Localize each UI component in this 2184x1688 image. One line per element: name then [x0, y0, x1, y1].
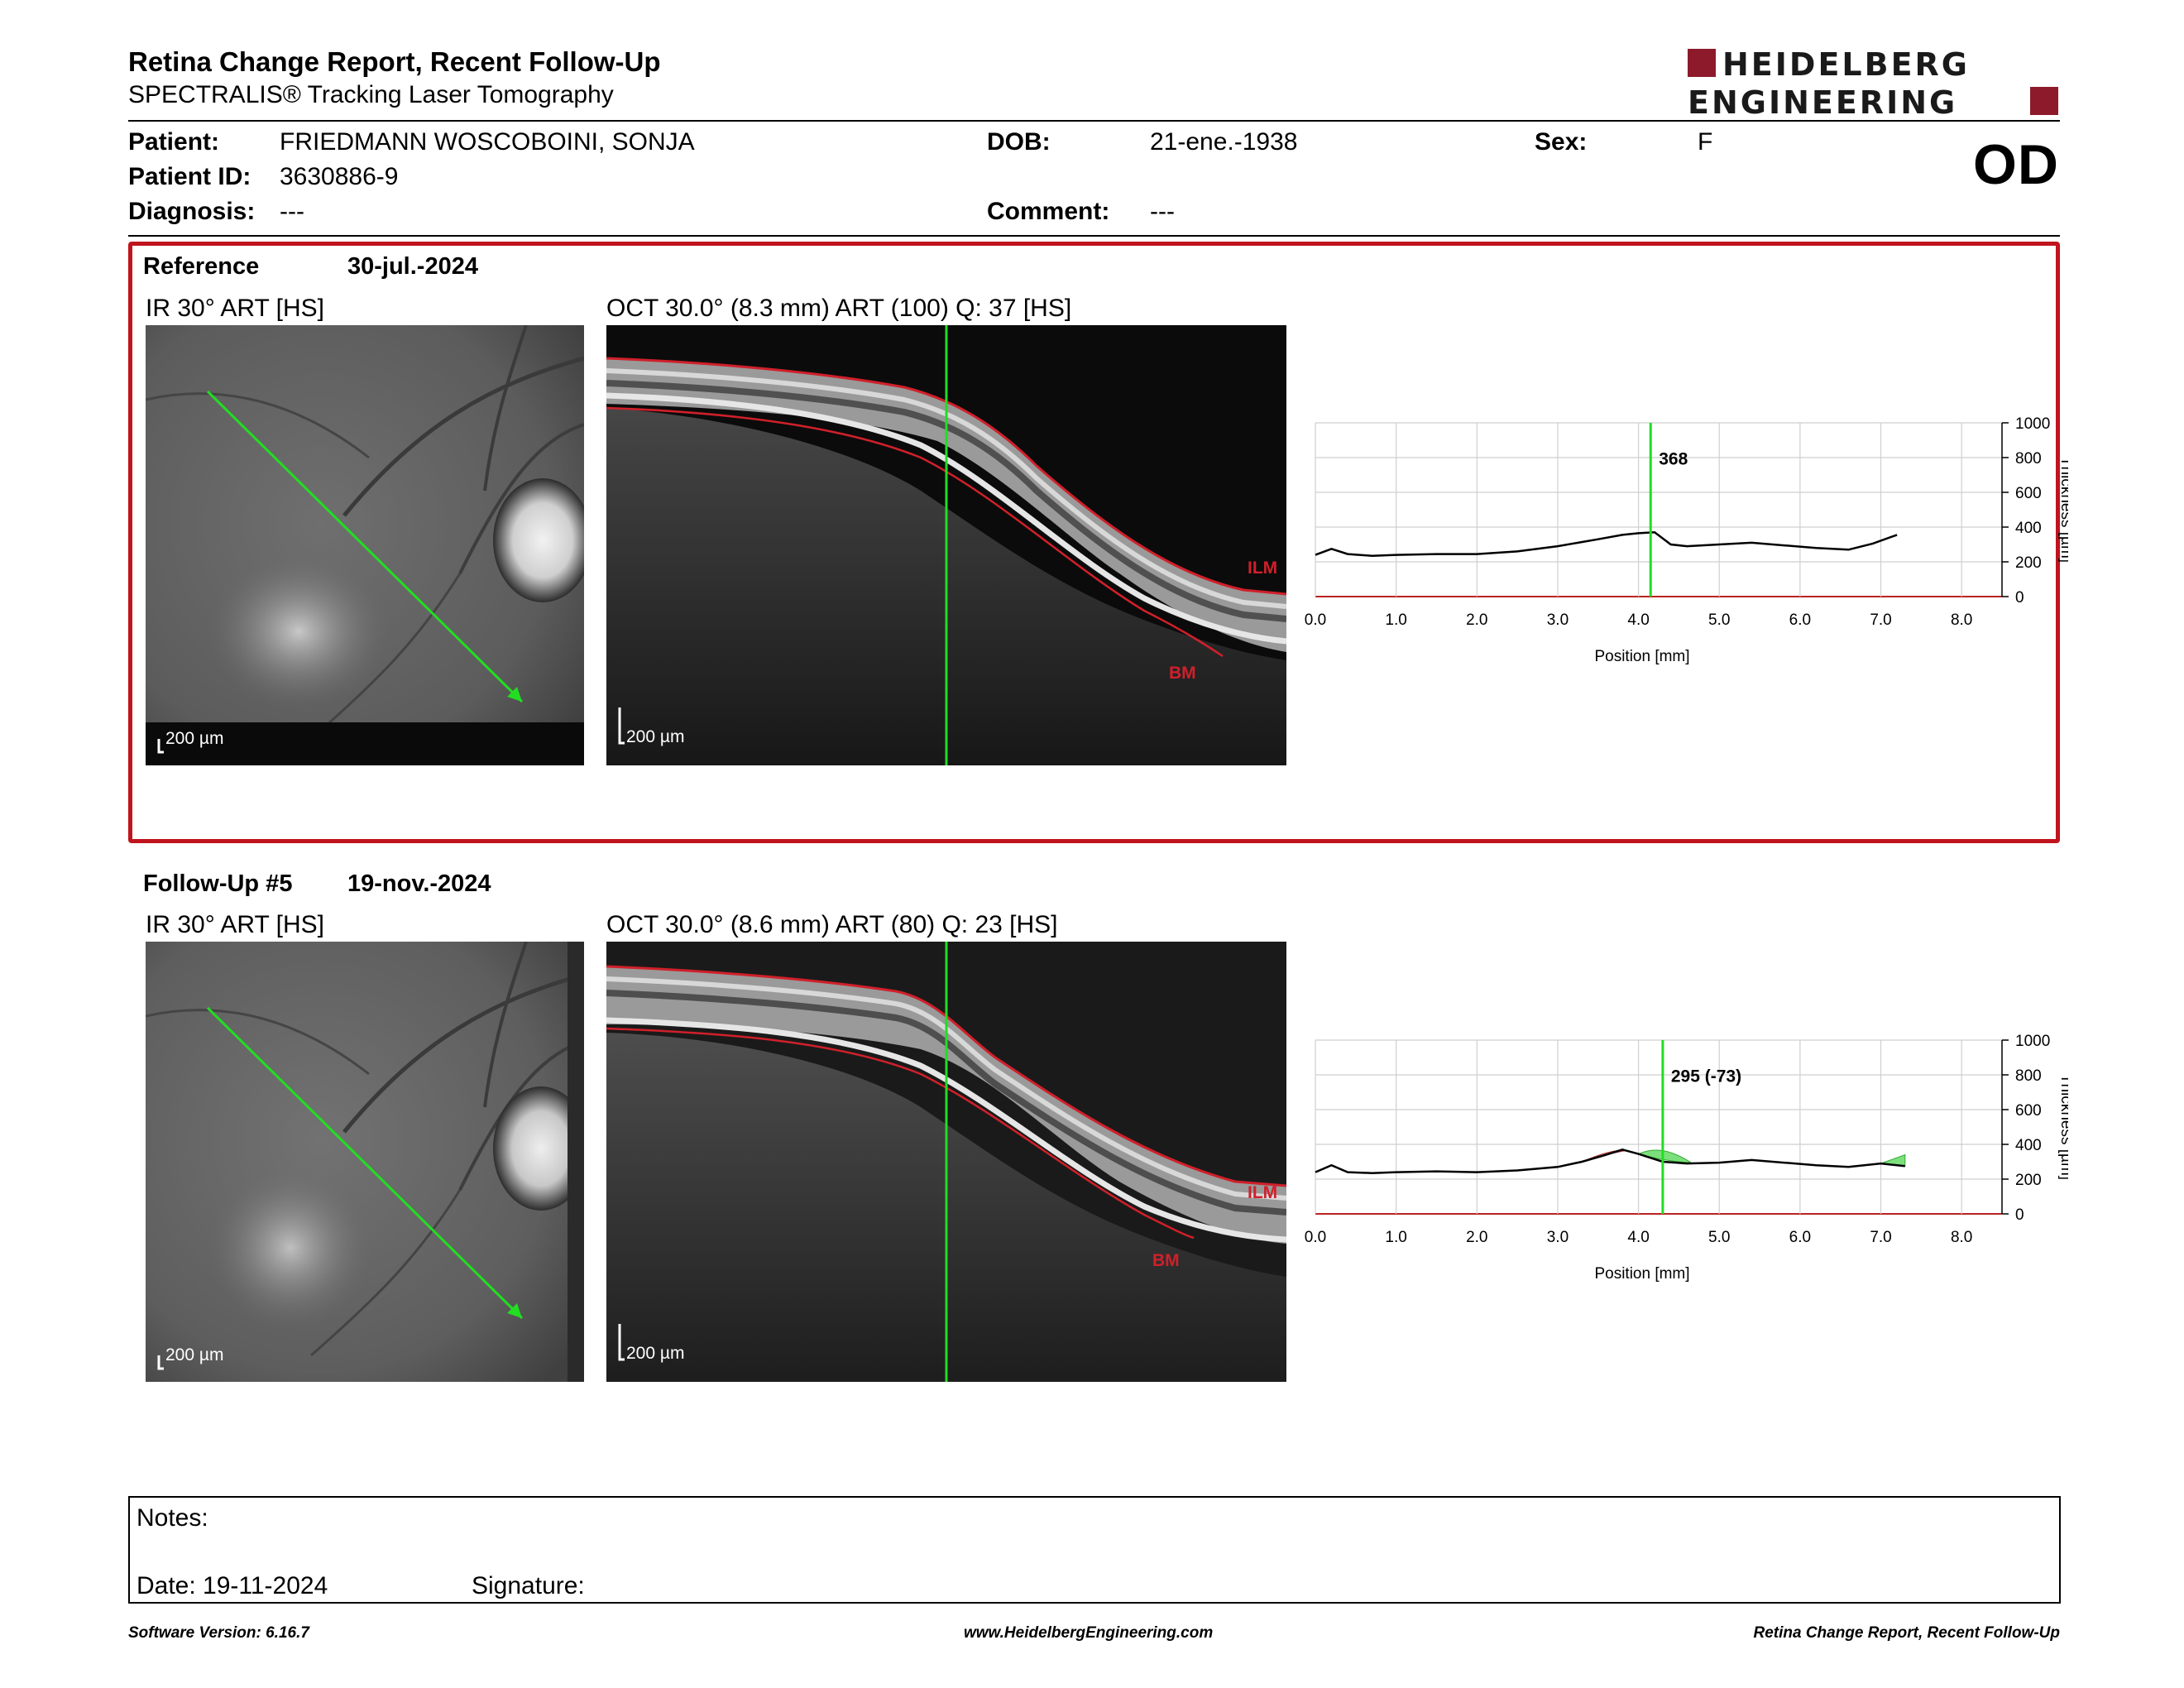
logo-line2: ENGINEERING [1688, 84, 1957, 120]
reference-chart-xtick-label: 2.0 [1466, 611, 1487, 629]
patient-id: 3630886-9 [280, 163, 399, 190]
reference-chart-xtick-label: 1.0 [1385, 611, 1406, 629]
followup-ir-caption: IR 30° ART [HS] [146, 911, 324, 938]
followup-chart-xtick-label: 7.0 [1870, 1229, 1891, 1246]
notes-box[interactable]: Notes: Date: 19-11-2024 Signature: [128, 1496, 2061, 1604]
reference-chart-xtick-label: 5.0 [1708, 611, 1730, 629]
followup-oct-scale-label: 200 µm [626, 1344, 685, 1363]
dob-label: DOB: [987, 128, 1051, 156]
comment-label: Comment: [987, 198, 1110, 225]
signature-label: Signature: [472, 1572, 585, 1599]
reference-chart-ytick-label: 200 [2015, 554, 2042, 572]
reference-chart-ytick-label: 0 [2015, 589, 2024, 607]
reference-ir-image: 200 µm [146, 325, 584, 765]
reference-chart-ytick-label: 800 [2015, 450, 2042, 468]
followup-chart-ytick-label: 600 [2015, 1102, 2042, 1120]
dob-value: 21-ene.-1938 [1150, 128, 1298, 156]
reference-label: Reference [143, 253, 260, 280]
reference-oct-image: ILM BM 200 µm [606, 325, 1286, 765]
reference-chart-x-axis-label: Position [mm] [1594, 648, 1689, 665]
eye-indicator: OD [1973, 133, 2059, 196]
reference-chart-xtick-label: 4.0 [1627, 611, 1649, 629]
followup-chart-ytick-label: 0 [2015, 1206, 2024, 1224]
reference-ir-scale-label: 200 µm [165, 729, 224, 748]
diagnosis-value: --- [280, 198, 304, 225]
sex-value: F [1698, 128, 1713, 156]
reference-ilm-label: ILM [1248, 559, 1277, 578]
followup-chart-xtick-label: 2.0 [1466, 1229, 1487, 1246]
followup-chart-xtick-label: 6.0 [1789, 1229, 1811, 1246]
logo-line1: HEIDELBERG [1722, 46, 1970, 83]
reference-bm-label: BM [1169, 664, 1196, 683]
followup-ilm-label: ILM [1248, 1183, 1277, 1202]
followup-chart-y-axis-label: Thickness [µm] [2057, 1074, 2068, 1180]
followup-chart-xtick-label: 5.0 [1708, 1229, 1730, 1246]
reference-chart-y-axis-label: Thickness [µm] [2057, 457, 2068, 563]
followup-date: 19-nov.-2024 [347, 870, 491, 897]
report-title: Retina Change Report, Recent Follow-Up [128, 46, 661, 77]
reference-chart-xtick-label: 8.0 [1951, 611, 1972, 629]
date-label: Date: 19-11-2024 [136, 1572, 328, 1599]
reference-chart-ytick-label: 400 [2015, 520, 2042, 537]
reference-chart-series-line [1315, 531, 1898, 557]
reference-oct-caption: OCT 30.0° (8.3 mm) ART (100) Q: 37 [HS] [606, 295, 1072, 322]
followup-chart-series-line [1315, 1148, 1905, 1174]
followup-chart-ytick-label: 200 [2015, 1172, 2042, 1189]
reference-chart-xtick-label: 7.0 [1870, 611, 1891, 629]
followup-oct-caption: OCT 30.0° (8.6 mm) ART (80) Q: 23 [HS] [606, 911, 1058, 938]
followup-chart-xtick-label: 4.0 [1627, 1229, 1649, 1246]
patient-id-label: Patient ID: [128, 163, 251, 190]
followup-oct-image: ILM BM 200 µm [606, 942, 1286, 1382]
reference-chart-xtick-label: 6.0 [1789, 611, 1811, 629]
reference-chart-ytick-label: 600 [2015, 485, 2042, 502]
followup-chart-ytick-label: 1000 [2015, 1033, 2050, 1050]
header-divider [128, 120, 2060, 122]
footer-website-link[interactable]: www.HeidelbergEngineering.com [964, 1624, 1214, 1642]
followup-chart-xtick-label: 1.0 [1385, 1229, 1406, 1246]
followup-chart-ytick-label: 800 [2015, 1067, 2042, 1085]
reference-thickness-chart: 0 200 400 600 800 1000 0.0 1.0 2.0 3.0 4.0 5.0 6.0 7.… [1305, 415, 2068, 665]
reference-chart-cursor-value: 368 [1659, 449, 1688, 468]
reference-section-frame [128, 242, 2060, 843]
followup-chart-cursor-value: 295 (-73) [1671, 1067, 1741, 1086]
patient-name-label: Patient: [128, 128, 220, 156]
followup-ir-image: 200 µm [146, 942, 584, 1382]
report-subtitle: SPECTRALIS® Tracking Laser Tomography [128, 81, 614, 108]
notes-label: Notes: [136, 1504, 208, 1532]
reference-chart-xtick-label: 0.0 [1305, 611, 1326, 629]
followup-chart-xtick-label: 8.0 [1951, 1229, 1972, 1246]
followup-chart-x-axis-label: Position [mm] [1594, 1265, 1689, 1283]
footer-report-name: Retina Change Report, Recent Follow-Up [1753, 1624, 2060, 1642]
reference-ir-caption: IR 30° ART [HS] [146, 295, 324, 322]
reference-chart-ytick-label: 1000 [2015, 415, 2050, 433]
reference-date: 30-jul.-2024 [347, 253, 478, 280]
followup-chart-ytick-label: 400 [2015, 1137, 2042, 1154]
diagnosis-label: Diagnosis: [128, 198, 256, 225]
followup-chart-xtick-label: 3.0 [1547, 1229, 1569, 1246]
heidelberg-logo: HEIDELBERG ENGINEERING [1688, 46, 2058, 120]
followup-ir-scale-label: 200 µm [165, 1345, 224, 1364]
patient-divider [128, 235, 2060, 237]
sex-label: Sex: [1535, 128, 1588, 156]
footer-software-version: Software Version: 6.16.7 [128, 1624, 309, 1642]
followup-label: Follow-Up #5 [143, 870, 293, 897]
patient-name: FRIEDMANN WOSCOBOINI, SONJA [280, 128, 695, 156]
followup-bm-label: BM [1152, 1251, 1180, 1270]
comment-value: --- [1150, 198, 1175, 225]
followup-thickness-chart: 0 200 400 600 800 1000 0.0 1.0 2.0 3.0 4.0 5.0 6.0 7.… [1305, 1033, 2068, 1283]
reference-oct-scale-label: 200 µm [626, 727, 685, 746]
reference-chart-xtick-label: 3.0 [1547, 611, 1569, 629]
followup-chart-xtick-label: 0.0 [1305, 1229, 1326, 1246]
